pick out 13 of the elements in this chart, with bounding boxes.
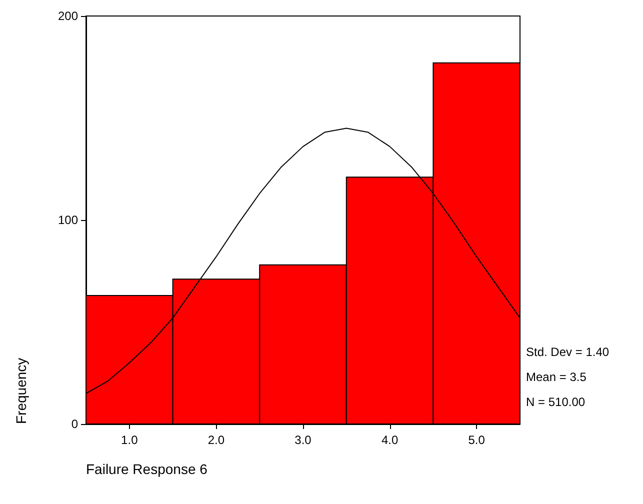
x-tick-label: 2.0 (208, 433, 225, 447)
text: Std. Dev = 1.40 (526, 345, 610, 359)
x-tick-label: 4.0 (381, 433, 398, 447)
y-axis-title: Frequency (13, 358, 29, 424)
y-tick-label: 100 (58, 213, 78, 227)
text: N = 510.00 (526, 395, 586, 409)
text: Mean = 3.5 (526, 370, 587, 384)
y-tick-label: 0 (71, 417, 78, 431)
y-tick-label: 200 (58, 9, 78, 23)
x-tick-label: 3.0 (294, 433, 312, 447)
x-tick-label: 5.0 (468, 433, 486, 447)
x-tick-label: 1.0 (121, 433, 138, 447)
x-axis-title: Failure Response 6 (86, 461, 208, 477)
